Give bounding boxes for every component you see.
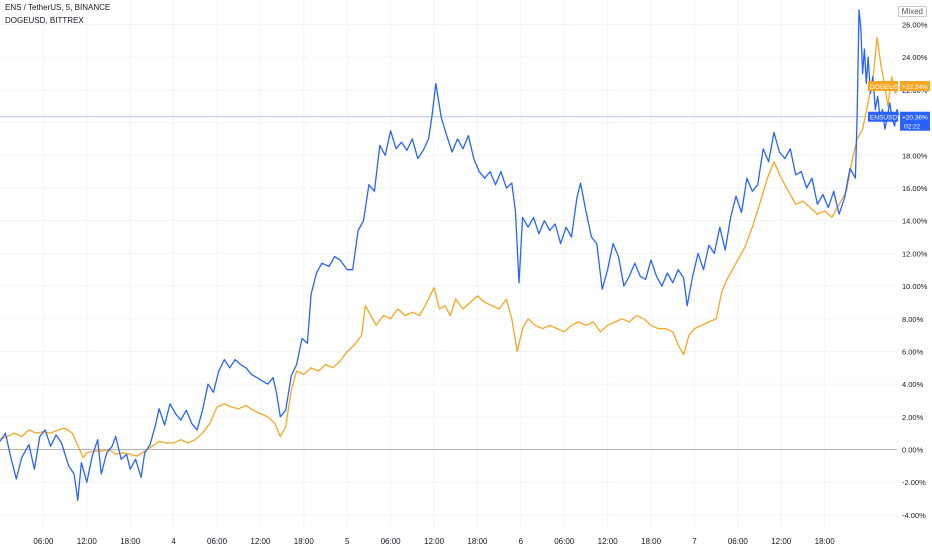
x-tick-label: 06:00 [33,537,54,546]
x-tick-label: 12:00 [598,537,619,546]
y-tick-label: -2.00% [902,478,926,487]
x-tick-label: 12:00 [250,537,271,546]
x-tick-label: 06:00 [207,537,228,546]
ens-value-badge [900,111,930,131]
y-tick-label: 2.00% [902,413,924,422]
ens-symbol-text: ENSUSDT [870,115,901,122]
x-tick-label: 5 [345,537,350,546]
x-tick-label: 06:00 [728,537,749,546]
legend-compare-symbol[interactable]: DOGEUSD, BITTREX [5,16,84,25]
doge-symbol-badge [868,80,898,91]
y-tick-label: 26.00% [902,21,928,30]
doge-value-text: +22.24% [902,84,928,91]
y-tick-label: 6.00% [902,347,924,356]
x-tick-label: 18:00 [467,537,488,546]
y-tick-label: 24.00% [902,53,928,62]
grid-lines [0,0,897,528]
x-tick-label: 6 [519,537,524,546]
x-tick-label: 7 [692,537,697,546]
y-tick-label: 8.00% [902,315,924,324]
y-tick-label: 10.00% [902,282,928,291]
x-tick-label: 18:00 [120,537,141,546]
x-axis-ticks: 06:00 12:00 18:00 4 06:00 12:00 18:00 5 06:00 12:… [33,537,835,546]
y-tick-label: 18.00% [902,151,928,160]
y-tick-label: 16.00% [902,184,928,193]
y-tick-label: 0.00% [902,446,924,455]
ens-symbol-badge [868,111,898,122]
y-tick-label: 12.00% [902,249,928,258]
y-tick-label: -4.00% [902,511,926,520]
ens-countdown-text: 02:22 [904,124,921,131]
x-tick-label: 12:00 [77,537,98,546]
y-tick-label: 4.00% [902,380,924,389]
y-tick-label: 14.00% [902,217,928,226]
y-axis-ticks: 26.00%24.00%22.00%20.00%18.00%16.00%14.0… [902,21,928,520]
series-line-ensusdt[interactable] [0,9,901,501]
ens-value-text: +20.36% [902,115,928,122]
x-tick-label: 18:00 [815,537,836,546]
doge-symbol-text: DOGEUSD [870,84,903,91]
x-tick-label: 06:00 [554,537,575,546]
x-tick-label: 18:00 [294,537,315,546]
x-tick-label: 12:00 [771,537,792,546]
price-badges: DOGEUSD +22.24% ENSUSDT +20.36% 02:22 [868,80,930,131]
series-lines [0,9,901,501]
x-tick-label: 12:00 [424,537,445,546]
x-tick-label: 4 [171,537,176,546]
legend-main-symbol[interactable]: ENS / TetherUS, 5, BINANCE [5,3,111,12]
doge-value-badge [900,80,930,91]
x-tick-label: 18:00 [641,537,662,546]
x-tick-label: 06:00 [381,537,402,546]
zero-baseline [0,116,897,451]
scale-mode-button[interactable]: Mixed [897,6,927,17]
series-line-dogeusd[interactable] [0,36,900,459]
